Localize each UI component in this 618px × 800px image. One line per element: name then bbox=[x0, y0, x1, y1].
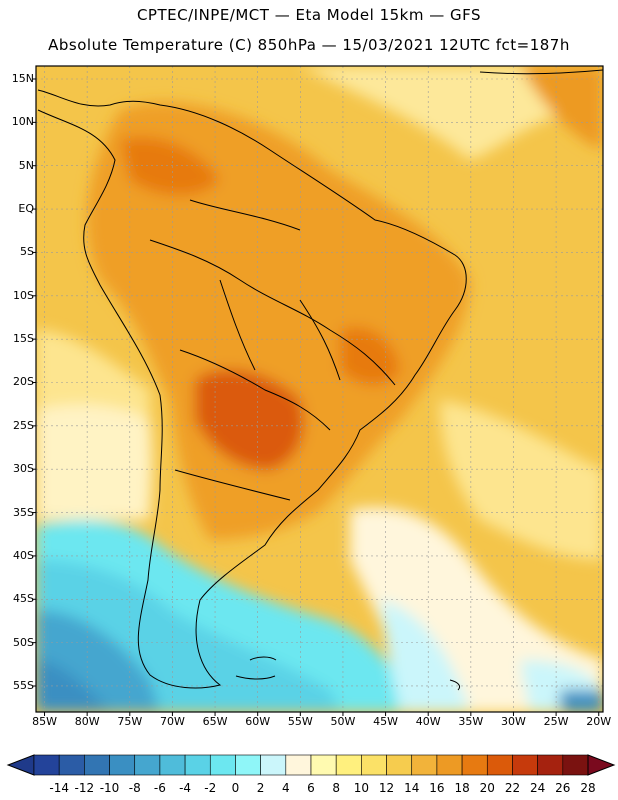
colorbar-low-arrow bbox=[6, 754, 35, 776]
colorbar-label: 28 bbox=[580, 781, 596, 795]
lat-tick-label: 40S bbox=[13, 548, 34, 562]
coastline bbox=[37, 69, 603, 691]
colorbar-label: 16 bbox=[429, 781, 445, 795]
colorbar-label: 8 bbox=[332, 781, 340, 795]
colorbar-label: 20 bbox=[479, 781, 495, 795]
colorbar-label: 10 bbox=[353, 781, 369, 795]
colorbar-label: -12 bbox=[74, 781, 95, 795]
lon-tick-label: 25W bbox=[543, 715, 569, 728]
lat-tick-label: 10N bbox=[11, 115, 34, 129]
lon-tick-label: 40W bbox=[415, 715, 441, 728]
lat-tick-label: 15N bbox=[11, 72, 34, 85]
colorbar-label: 0 bbox=[231, 781, 240, 795]
lon-tick-label: 30W bbox=[501, 715, 526, 728]
colorbar-swatch bbox=[537, 754, 564, 776]
title-line-1: CPTEC/INPE/MCT — Eta Model 15km — GFS bbox=[136, 6, 482, 24]
colorbar-swatch bbox=[134, 754, 161, 776]
lon-tick-label: 85W bbox=[32, 715, 57, 728]
colorbar-label: 4 bbox=[281, 781, 290, 795]
colorbar-swatch bbox=[285, 754, 312, 776]
lat-tick-label: 15S bbox=[13, 332, 34, 346]
lon-tick-label: 20W bbox=[586, 715, 612, 728]
colorbar-label: -10 bbox=[99, 781, 120, 795]
colorbar-label: 6 bbox=[307, 781, 315, 795]
colorbar-swatch bbox=[335, 754, 362, 776]
lon-tick-label: 75W bbox=[117, 715, 143, 728]
lat-tick-label: 35S bbox=[13, 505, 34, 519]
title-line-2: Absolute Temperature (C) 850hPa — 15/03/… bbox=[48, 36, 570, 54]
colorbar-swatch bbox=[386, 754, 413, 776]
lon-tick-label: 80W bbox=[74, 715, 100, 728]
colorbar-swatch bbox=[461, 754, 488, 776]
colorbar-swatch bbox=[310, 754, 337, 776]
lon-tick-label: 50W bbox=[330, 715, 356, 728]
lat-tick-label: 5N bbox=[18, 158, 34, 172]
colorbar-label: -2 bbox=[204, 781, 217, 795]
colorbar-label: 14 bbox=[404, 781, 420, 795]
colorbar-high-arrow bbox=[587, 754, 616, 776]
lon-tick-label: 55W bbox=[287, 715, 313, 728]
colorbar-swatch bbox=[436, 754, 463, 776]
colorbar-swatch bbox=[58, 754, 85, 776]
colorbar-swatch bbox=[260, 754, 287, 776]
colorbar-swatch bbox=[209, 754, 236, 776]
colorbar-swatch bbox=[486, 754, 513, 776]
lon-tick-label: 60W bbox=[245, 715, 271, 728]
lat-tick-label: 30S bbox=[13, 462, 34, 476]
colorbar-label: 26 bbox=[555, 781, 571, 795]
colorbar-label: 12 bbox=[378, 781, 395, 795]
colorbar-swatch bbox=[33, 754, 60, 776]
colorbar-swatch bbox=[159, 754, 186, 776]
lat-tick-label: EQ bbox=[18, 202, 34, 216]
colorbar-label: -6 bbox=[153, 781, 166, 795]
colorbar-label: -14 bbox=[49, 781, 69, 795]
colorbar-label: 22 bbox=[504, 781, 521, 795]
colorbar-label: 2 bbox=[256, 781, 265, 795]
colorbar-swatch bbox=[361, 754, 387, 776]
colorbar bbox=[6, 754, 616, 776]
colorbar-swatch bbox=[84, 754, 110, 776]
colorbar-swatch bbox=[562, 754, 589, 776]
colorbar-label: 18 bbox=[454, 781, 470, 795]
lon-tick-label: 70W bbox=[159, 715, 185, 728]
map-frame bbox=[35, 65, 604, 713]
lon-tick-label: 45W bbox=[373, 715, 399, 728]
lon-tick-label: 65W bbox=[202, 715, 228, 728]
lat-tick-label: 20S bbox=[13, 375, 34, 389]
colorbar-label: -4 bbox=[179, 781, 192, 795]
temperature-field bbox=[36, 66, 603, 712]
colorbar-label: 24 bbox=[529, 781, 546, 795]
lat-tick-label: 10S bbox=[13, 288, 34, 302]
lat-tick-label: 50S bbox=[13, 635, 34, 649]
lat-tick-label: 45S bbox=[13, 592, 34, 606]
colorbar-swatch bbox=[411, 754, 438, 776]
lat-tick-label: 25S bbox=[13, 418, 34, 432]
colorbar-swatch bbox=[184, 754, 211, 776]
colorbar-swatch bbox=[109, 754, 136, 776]
colorbar-swatch bbox=[512, 754, 538, 776]
colorbar-label: -8 bbox=[128, 781, 141, 795]
colorbar-swatch bbox=[235, 754, 261, 776]
lat-tick-label: 55S bbox=[13, 678, 34, 692]
lat-tick-label: 5S bbox=[20, 245, 34, 259]
lon-tick-label: 35W bbox=[458, 715, 484, 728]
